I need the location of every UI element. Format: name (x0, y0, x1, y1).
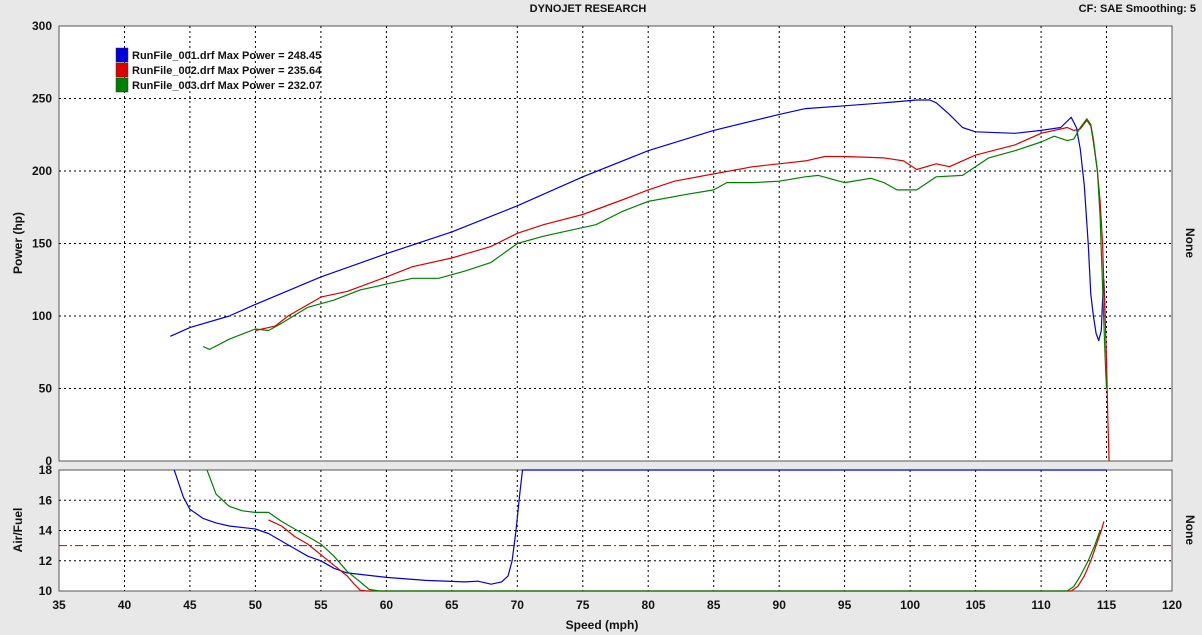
legend-entry: RunFile_001.drf Max Power = 248.45 (132, 50, 321, 62)
power-y-tick-label: 200 (32, 164, 52, 178)
legend-swatch (115, 47, 129, 63)
x-tick-label: 35 (52, 598, 66, 612)
power-right-axis-label: None (1183, 228, 1197, 258)
legend-swatch (115, 62, 129, 78)
legend-swatch (115, 77, 129, 93)
power-y-tick-label: 150 (32, 237, 52, 251)
power-y-tick-label: 50 (39, 382, 53, 396)
air-fuel-y-tick-label: 18 (39, 463, 53, 477)
air-fuel-y-tick-label: 14 (39, 524, 53, 538)
air-fuel-panel: 10 12 14 16 18 35 40 45 50 55 60 65 70 75 80 85 90 95 100… (11, 463, 1197, 632)
power-y-axis-label: Power (hp) (11, 212, 25, 274)
air-fuel-series (59, 469, 1172, 592)
x-tick-label: 50 (249, 598, 263, 612)
x-axis-label: Speed (mph) (566, 618, 639, 632)
x-tick-label: 120 (1162, 598, 1182, 612)
x-tick-label: 110 (1031, 598, 1051, 612)
x-tick-label: 70 (511, 598, 525, 612)
x-tick-label: 75 (576, 598, 590, 612)
power-y-tick-label: 100 (32, 309, 52, 323)
power-y-tick-label: 0 (45, 454, 52, 468)
x-tick-label: 100 (900, 598, 920, 612)
x-tick-label: 55 (314, 598, 328, 612)
chart-title: DYNOJET RESEARCH (530, 3, 647, 15)
air-fuel-right-axis-label: None (1183, 515, 1197, 545)
x-tick-label: 95 (838, 598, 852, 612)
air-fuel-grid (59, 470, 1172, 591)
x-tick-label: 85 (707, 598, 721, 612)
x-tick-label: 115 (1097, 598, 1117, 612)
x-tick-label: 80 (642, 598, 656, 612)
power-y-tick-label: 300 (32, 19, 52, 33)
air-fuel-y-tick-label: 10 (39, 584, 53, 598)
x-tick-label: 45 (183, 598, 197, 612)
legend: RunFile_001.drf Max Power = 248.45 RunFil… (115, 47, 322, 93)
air-fuel-y-tick-label: 16 (39, 493, 53, 507)
power-series-line-1 (170, 99, 1106, 342)
legend-entry: RunFile_003.drf Max Power = 232.07 (132, 80, 321, 92)
air-fuel-series-line-3 (206, 469, 1101, 592)
air-fuel-y-axis-label: Air/Fuel (11, 508, 25, 553)
power-y-tick-label: 250 (32, 92, 52, 106)
power-series (170, 99, 1110, 462)
legend-entry: RunFile_002.drf Max Power = 235.64 (132, 65, 322, 77)
power-y-ticks: 0 50 100 150 200 250 300 (32, 19, 52, 468)
air-fuel-series-line-1 (173, 469, 1107, 585)
power-series-line-3 (202, 118, 1108, 389)
x-tick-label: 105 (966, 598, 986, 612)
air-fuel-series-line-2 (268, 519, 1105, 592)
air-fuel-y-ticks: 10 12 14 16 18 (39, 463, 53, 598)
x-ticks: 35 40 45 50 55 60 65 70 75 80 85 90 95 100 105 110 115 12… (52, 598, 1182, 612)
air-fuel-y-tick-label: 12 (39, 554, 53, 568)
x-tick-label: 40 (118, 598, 132, 612)
power-grid (59, 26, 1172, 461)
x-tick-label: 90 (773, 598, 787, 612)
power-panel: 0 50 100 150 200 250 300 RunFile_001.drf Max P… (11, 19, 1197, 468)
chart-settings: CF: SAE Smoothing: 5 (1079, 3, 1196, 15)
x-tick-label: 60 (380, 598, 394, 612)
x-tick-label: 65 (445, 598, 459, 612)
